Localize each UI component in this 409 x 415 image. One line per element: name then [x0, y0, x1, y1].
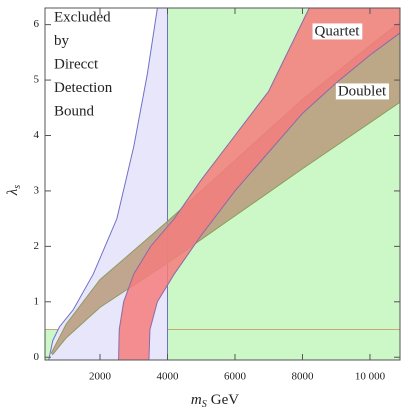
x-axis-label: mS GeV	[191, 392, 239, 410]
y-label-subscript: s	[12, 185, 23, 189]
annotation-line: Excluded	[54, 9, 111, 25]
annotation-line: by	[54, 33, 70, 49]
x-tick-label: 4000	[156, 371, 179, 383]
y-tick-label: 0	[34, 351, 40, 363]
label-box	[335, 83, 389, 100]
x-tick-label: 8000	[291, 371, 314, 383]
y-tick-label: 3	[34, 184, 40, 196]
y-tick-label: 6	[34, 18, 40, 30]
x-label-symbol: m	[191, 392, 202, 408]
plot-frame	[44, 7, 401, 361]
y-tick-label: 2	[34, 240, 40, 252]
y-tick-label: 1	[34, 295, 40, 307]
region-label: Quartet	[315, 23, 361, 39]
annotation-line: Bound	[54, 103, 95, 119]
annotation-line: Direcct	[54, 56, 99, 72]
x-tick-label: 10 000	[355, 371, 386, 383]
label-box	[312, 23, 363, 40]
x-label-subscript: S	[202, 399, 207, 410]
y-tick-label: 4	[34, 129, 40, 141]
y-axis-label: λs	[5, 185, 23, 197]
annotation-line: Detection	[54, 80, 113, 96]
y-tick-label: 5	[34, 74, 40, 86]
x-tick-label: 6000	[224, 371, 247, 383]
y-label-symbol: λ	[5, 188, 21, 196]
region-label: Doublet	[338, 83, 387, 99]
x-label-unit: GeV	[211, 392, 239, 408]
x-tick-label: 2000	[89, 371, 112, 383]
